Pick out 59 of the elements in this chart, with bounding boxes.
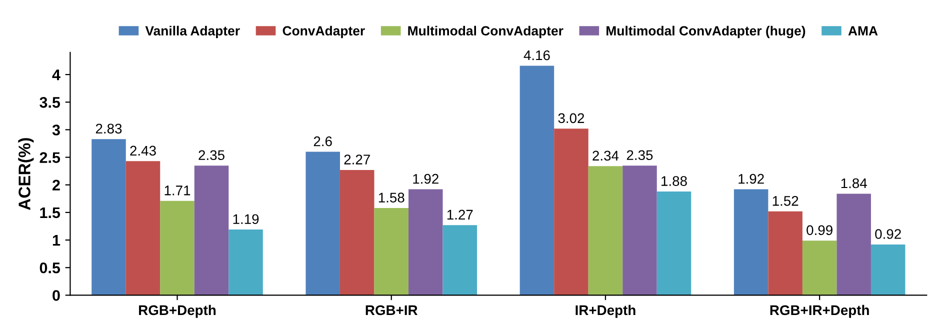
bar [520, 66, 554, 296]
bar [656, 191, 692, 296]
x-tick-label: RGB+IR+Depth [770, 304, 869, 318]
data-label: 0.92 [875, 229, 901, 239]
bar [836, 194, 871, 296]
data-label: 1.92 [413, 174, 438, 184]
legend-label: Multimodal ConvAdapter (huge) [606, 26, 806, 38]
data-label: 4.16 [524, 50, 550, 60]
data-label: 1.84 [841, 178, 867, 188]
data-label: 2.83 [96, 124, 122, 134]
y-tick-label: 3.5 [40, 96, 60, 108]
data-label: 2.43 [130, 146, 156, 156]
data-label: 2.6 [314, 136, 332, 146]
bar [374, 208, 408, 296]
data-label: 1.88 [662, 176, 687, 186]
data-label: 0.99 [806, 225, 832, 236]
bar [408, 189, 443, 296]
legend-label: AMA [848, 26, 878, 36]
bar [870, 244, 906, 296]
data-label: 1.19 [233, 214, 259, 224]
bar [194, 166, 229, 296]
x-tick-label: RGB+Depth [139, 304, 216, 318]
data-label: 1.92 [738, 174, 764, 184]
bar [734, 189, 768, 296]
legend-label: Multimodal ConvAdapter [408, 26, 564, 38]
data-label: 1.71 [164, 186, 190, 196]
y-tick-label: 0 [52, 290, 60, 301]
data-label: 2.27 [344, 154, 370, 164]
x-tick-label: IR+Depth [576, 304, 636, 318]
y-axis-title: ACER(%) [18, 138, 34, 210]
data-label: 1.52 [772, 196, 798, 206]
legend-label: Vanilla Adapter [145, 26, 240, 38]
data-label: 2.34 [592, 150, 619, 161]
data-label: 1.58 [378, 192, 404, 203]
bar [768, 211, 802, 296]
y-tick-label: 1.5 [40, 207, 60, 218]
y-tick-label: 2.5 [40, 152, 60, 163]
bar [802, 240, 837, 296]
bar [306, 152, 340, 296]
bar [622, 166, 657, 296]
bar [228, 230, 263, 296]
bar [340, 170, 374, 296]
bar [442, 225, 478, 296]
y-tick-label: 0.5 [40, 262, 60, 274]
bar [126, 161, 160, 296]
y-tick-label: 2 [52, 180, 60, 190]
data-label: 1.27 [447, 210, 473, 220]
y-tick-label: 1 [52, 235, 60, 246]
legend-label: ConvAdapter [282, 26, 365, 38]
x-tick-label: RGB+IR [366, 305, 418, 316]
data-label: 2.35 [626, 150, 653, 160]
data-label: 3.02 [558, 113, 584, 124]
y-tick-label: 4 [52, 70, 60, 80]
bar [92, 139, 126, 296]
y-tick-label: 3 [52, 124, 60, 136]
bar [160, 200, 194, 296]
data-label: 2.35 [198, 150, 224, 160]
bar [588, 166, 623, 296]
bar [554, 128, 588, 296]
